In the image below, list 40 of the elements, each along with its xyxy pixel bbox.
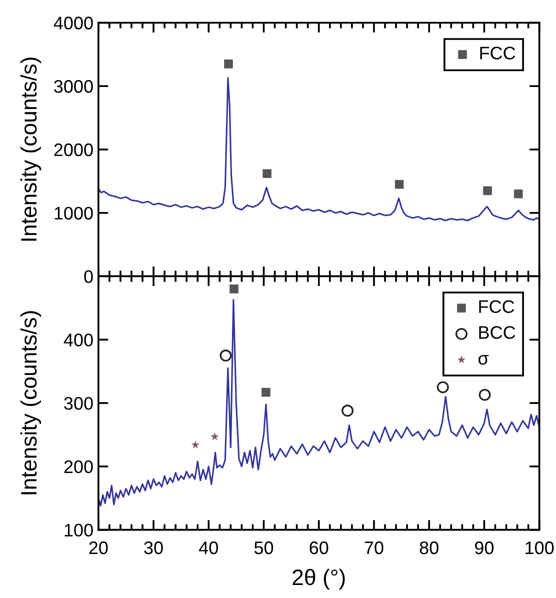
point xyxy=(210,432,219,440)
y-tick-label: 300 xyxy=(64,396,93,410)
point xyxy=(394,180,404,189)
y-tick-label: 100 xyxy=(64,524,93,537)
x-tick-label: 20 xyxy=(89,541,108,554)
x-tick-label: 30 xyxy=(144,541,163,554)
y-tick-label: 0 xyxy=(84,270,93,283)
y-axis-title: Intensity (counts/s) xyxy=(20,58,42,241)
point xyxy=(483,186,492,196)
x-tick-label: 90 xyxy=(475,541,494,554)
point xyxy=(262,169,272,178)
point xyxy=(514,189,523,198)
point xyxy=(191,440,200,448)
point xyxy=(436,381,449,394)
y-tick-label: 4000 xyxy=(54,16,93,30)
point xyxy=(224,60,233,68)
legend-label: FCC xyxy=(479,300,514,314)
x-tick-label: 40 xyxy=(199,541,218,554)
y-tick-label: 3000 xyxy=(54,80,93,93)
x-tick-label: 100 xyxy=(526,541,554,554)
point xyxy=(262,388,270,397)
legend-label: FCC xyxy=(480,46,516,60)
x-tick-label: 50 xyxy=(254,541,274,554)
point xyxy=(342,404,354,417)
line-series xyxy=(98,298,540,507)
point xyxy=(230,284,238,294)
legend-label: BCC xyxy=(479,326,516,339)
point xyxy=(220,350,232,362)
x-tick-label: 80 xyxy=(420,541,438,554)
x-tick-label: 60 xyxy=(310,541,328,554)
line-series xyxy=(98,77,540,222)
y-tick-label: 200 xyxy=(64,460,93,474)
x-axis-title: 2θ (°) xyxy=(292,568,345,590)
y-axis-title: Intensity (counts/s) xyxy=(20,311,42,494)
y-tick-label: 2000 xyxy=(54,143,93,156)
y-tick-label: 400 xyxy=(64,334,93,346)
legend-label: σ xyxy=(478,355,489,365)
x-tick-label: 70 xyxy=(364,541,384,554)
point xyxy=(478,388,491,401)
y-tick-label: 1000 xyxy=(54,206,93,220)
